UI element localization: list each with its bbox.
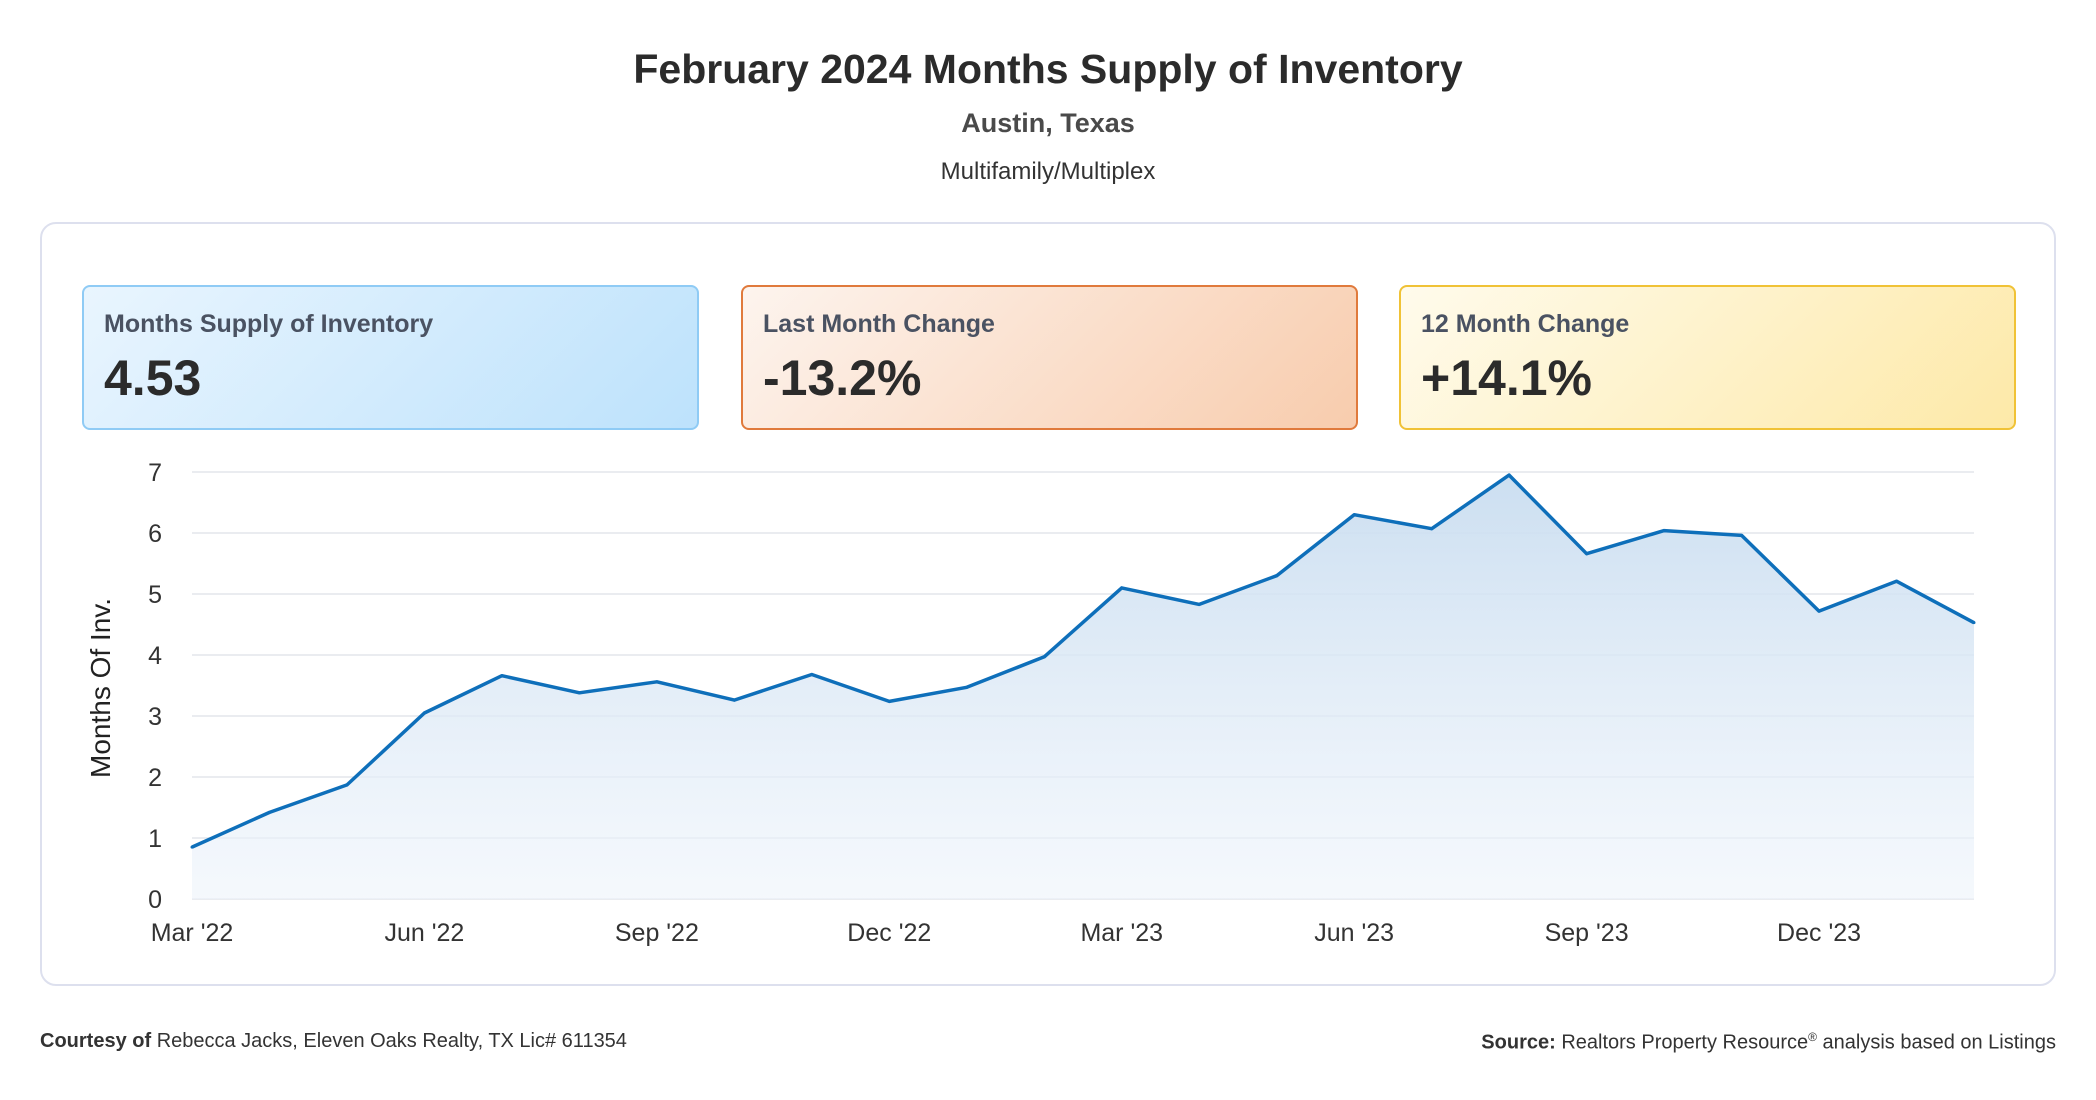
data-point: [1740, 533, 1744, 537]
last-month-change-card: Last Month Change -13.2%: [741, 285, 1358, 430]
page-title: February 2024 Months Supply of Inventory: [633, 46, 1463, 92]
data-point: [1662, 529, 1666, 533]
y-tick-label: 7: [148, 459, 162, 487]
y-tick-label: 5: [148, 581, 162, 609]
data-point: [190, 845, 194, 849]
data-point: [1275, 574, 1279, 578]
data-point: [1042, 655, 1046, 659]
courtesy-label: Courtesy of: [40, 1030, 152, 1052]
data-points: [190, 473, 1976, 849]
data-point: [965, 685, 969, 689]
card-label: Months Supply of Inventory: [104, 310, 434, 338]
data-point: [1817, 609, 1821, 613]
property-type-subtitle: Multifamily/Multiplex: [940, 158, 1156, 185]
card-label: 12 Month Change: [1421, 310, 1630, 338]
card-value: -13.2%: [763, 350, 922, 406]
x-tick-label: Dec '22: [847, 919, 931, 947]
data-point: [810, 673, 814, 677]
data-point: [655, 680, 659, 684]
data-point: [1972, 621, 1976, 625]
x-tick-label: Mar '23: [1080, 919, 1163, 947]
data-point: [1430, 527, 1434, 531]
y-tick-label: 2: [148, 764, 162, 792]
data-point: [1507, 473, 1511, 477]
x-tick-label: Dec '23: [1777, 919, 1861, 947]
y-tick-label: 3: [148, 703, 162, 731]
y-tick-label: 1: [148, 825, 162, 853]
data-point: [1352, 513, 1356, 517]
courtesy-text: Rebecca Jacks, Eleven Oaks Realty, TX Li…: [156, 1030, 627, 1052]
source-footer: Source: Realtors Property Resource® anal…: [1481, 1030, 2056, 1055]
x-tick-label: Mar '22: [151, 919, 234, 947]
y-tick-label: 0: [148, 886, 162, 914]
data-point: [422, 711, 426, 715]
y-tick-label: 4: [148, 642, 162, 670]
source-text-suffix: analysis based on Listings: [1816, 1031, 2057, 1054]
source-label: Source:: [1481, 1031, 1556, 1054]
months-supply-card: Months Supply of Inventory 4.53: [82, 285, 699, 430]
data-point: [732, 698, 736, 702]
x-tick-label: Jun '23: [1314, 919, 1394, 947]
source-text: Realtors Property Resource: [1561, 1031, 1809, 1054]
y-tick-labels: 0 1 2 3 4 5 6 7: [148, 459, 162, 914]
courtesy-footer: Courtesy of Rebecca Jacks, Eleven Oaks R…: [40, 1030, 627, 1053]
location-subtitle: Austin, Texas: [961, 108, 1135, 138]
y-axis-label: Months Of Inv.: [85, 598, 116, 778]
data-point: [1197, 602, 1201, 606]
data-point: [887, 699, 891, 703]
x-tick-label: Jun '22: [385, 919, 465, 947]
data-point: [267, 810, 271, 814]
registered-mark: ®: [1808, 1030, 1817, 1044]
twelve-month-change-card: 12 Month Change +14.1%: [1399, 285, 2016, 430]
x-tick-labels: Mar '22 Jun '22 Sep '22 Dec '22 Mar '23 Jun '…: [151, 919, 1861, 947]
x-tick-label: Sep '22: [615, 919, 699, 947]
series-line: [191, 473, 1975, 849]
y-tick-label: 6: [148, 520, 162, 548]
data-point: [1120, 586, 1124, 590]
card-value: 4.53: [104, 350, 202, 406]
x-tick-label: Sep '23: [1545, 919, 1629, 947]
data-point: [577, 691, 581, 695]
data-point: [1585, 552, 1589, 556]
series-area: [192, 475, 1974, 899]
data-point: [345, 783, 349, 787]
data-point: [1895, 579, 1899, 583]
card-value: +14.1%: [1421, 350, 1592, 406]
card-label: Last Month Change: [763, 310, 995, 338]
data-point: [500, 674, 504, 678]
